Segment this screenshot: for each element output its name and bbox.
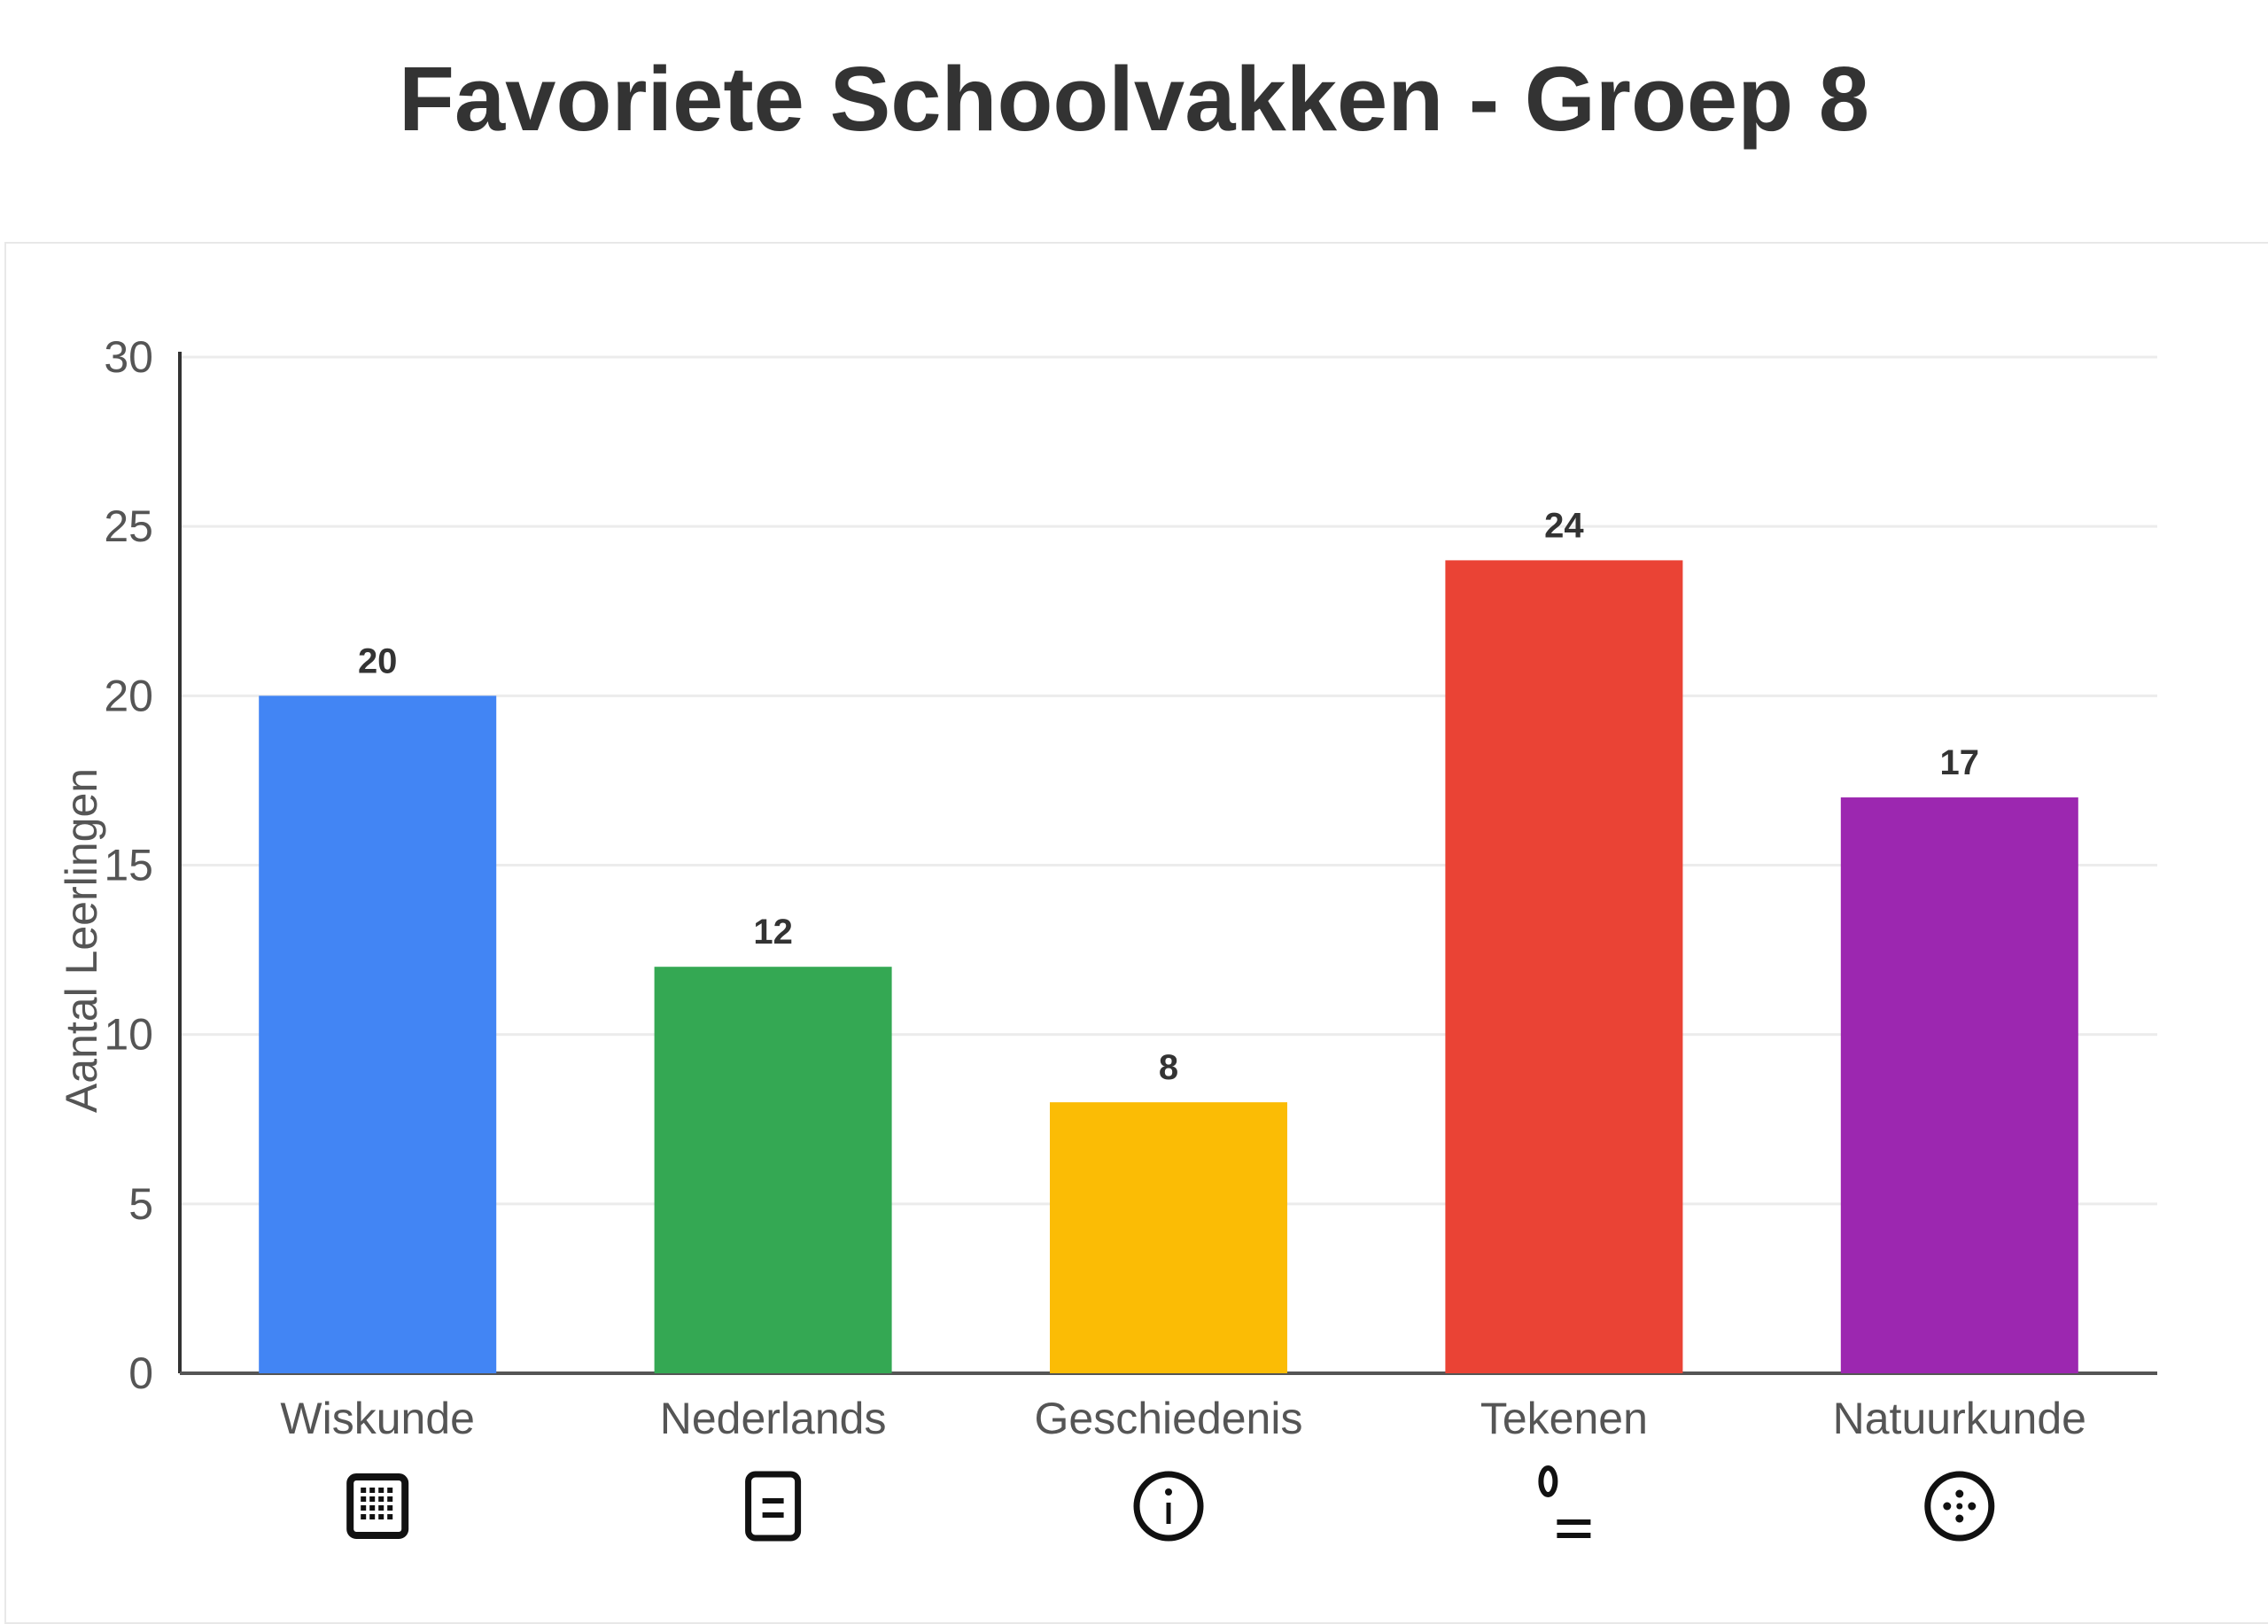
- clock-icon: [1133, 1471, 1204, 1542]
- data-label: 17: [1940, 743, 1980, 782]
- data-label: 24: [1544, 506, 1584, 545]
- data-label: 12: [753, 913, 793, 952]
- y-tick-label: 5: [128, 1179, 153, 1229]
- y-tick-label: 0: [128, 1348, 153, 1398]
- y-tick-label: 15: [104, 841, 153, 890]
- palette-icon: [1538, 1465, 1591, 1538]
- bar-chart: 0 5 10 15 20 25 30 Aantal Leerlingen 20 Wiskunde 1…: [57, 332, 2157, 1542]
- page-title: Favoriete Schoolvakken - Groep 8: [398, 48, 1870, 150]
- calculator-icon: [346, 1473, 409, 1539]
- atom-icon: [1924, 1471, 1995, 1542]
- book-icon: [745, 1471, 802, 1542]
- data-label: 20: [358, 641, 398, 680]
- x-tick-label: Wiskunde: [280, 1394, 475, 1443]
- y-tick-label: 20: [104, 671, 153, 720]
- x-tick-label: Nederlands: [660, 1394, 887, 1443]
- chart-panel: 0 5 10 15 20 25 30 Aantal Leerlingen 20 Wiskunde 1…: [4, 242, 2268, 1624]
- x-tick-label: Natuurkunde: [1833, 1394, 2086, 1443]
- y-tick-label: 25: [104, 501, 153, 551]
- y-tick-label: 30: [104, 332, 153, 382]
- y-tick-label: 10: [104, 1010, 153, 1060]
- data-label: 8: [1159, 1048, 1178, 1087]
- x-tick-label: Tekenen: [1480, 1394, 1648, 1443]
- x-tick-label: Geschiedenis: [1035, 1394, 1303, 1443]
- bar-geschiedenis[interactable]: [1050, 1102, 1287, 1373]
- y-axis-title: Aantal Leerlingen: [57, 768, 106, 1113]
- bar-nederlands[interactable]: [654, 967, 892, 1373]
- bar-tekenen[interactable]: [1445, 560, 1683, 1373]
- bar-wiskunde[interactable]: [259, 695, 497, 1373]
- bar-natuurkunde[interactable]: [1840, 797, 2078, 1373]
